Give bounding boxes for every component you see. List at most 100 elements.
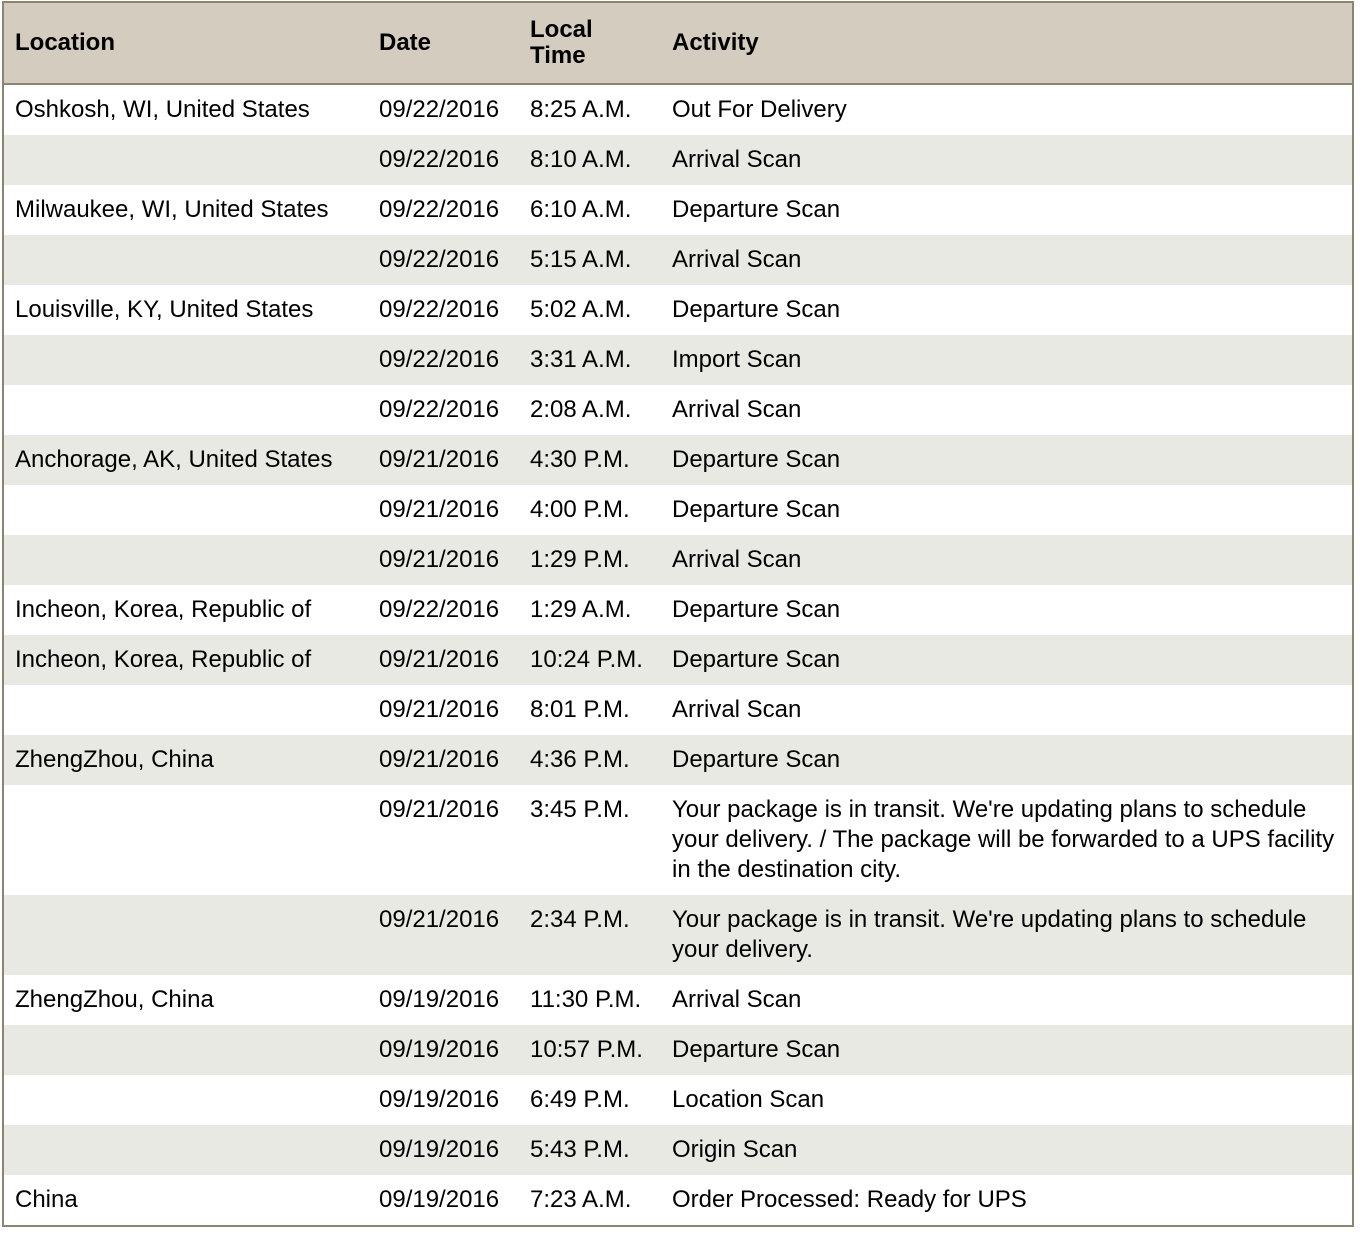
cell-date: 09/19/2016 — [368, 1075, 519, 1125]
cell-local-time: 5:02 A.M. — [519, 285, 661, 335]
cell-date: 09/21/2016 — [368, 435, 519, 485]
table-row: China 09/19/2016 7:23 A.M. Order Processed:… — [3, 1175, 1353, 1226]
header-date: Date — [368, 2, 519, 85]
cell-date: 09/19/2016 — [368, 1125, 519, 1175]
cell-local-time: 4:36 P.M. — [519, 735, 661, 785]
cell-activity: Departure Scan — [661, 485, 1353, 535]
cell-location: Incheon, Korea, Republic of — [3, 635, 368, 685]
cell-activity: Import Scan — [661, 335, 1353, 385]
cell-activity: Departure Scan — [661, 285, 1353, 335]
cell-local-time: 10:57 P.M. — [519, 1025, 661, 1075]
cell-local-time: 6:10 A.M. — [519, 185, 661, 235]
cell-date: 09/22/2016 — [368, 285, 519, 335]
cell-activity: Arrival Scan — [661, 975, 1353, 1025]
cell-local-time: 3:31 A.M. — [519, 335, 661, 385]
cell-local-time: 6:49 P.M. — [519, 1075, 661, 1125]
cell-date: 09/21/2016 — [368, 785, 519, 895]
cell-location — [3, 1025, 368, 1075]
cell-activity: Out For Delivery — [661, 84, 1353, 135]
cell-activity: Departure Scan — [661, 585, 1353, 635]
cell-activity: Origin Scan — [661, 1125, 1353, 1175]
cell-date: 09/21/2016 — [368, 535, 519, 585]
cell-location — [3, 1075, 368, 1125]
cell-date: 09/22/2016 — [368, 335, 519, 385]
cell-activity: Departure Scan — [661, 635, 1353, 685]
cell-activity: Arrival Scan — [661, 535, 1353, 585]
table-row: 09/21/2016 4:00 P.M. Departure Scan — [3, 485, 1353, 535]
cell-local-time: 7:23 A.M. — [519, 1175, 661, 1226]
cell-activity: Location Scan — [661, 1075, 1353, 1125]
cell-date: 09/19/2016 — [368, 975, 519, 1025]
cell-activity: Departure Scan — [661, 735, 1353, 785]
table-row: 09/21/2016 8:01 P.M. Arrival Scan — [3, 685, 1353, 735]
cell-location: Milwaukee, WI, United States — [3, 185, 368, 235]
cell-location — [3, 1125, 368, 1175]
cell-date: 09/21/2016 — [368, 895, 519, 975]
cell-local-time: 10:24 P.M. — [519, 635, 661, 685]
table-row: 09/19/2016 6:49 P.M. Location Scan — [3, 1075, 1353, 1125]
cell-location — [3, 135, 368, 185]
cell-local-time: 3:45 P.M. — [519, 785, 661, 895]
cell-activity: Arrival Scan — [661, 685, 1353, 735]
cell-activity: Your package is in transit. We're updati… — [661, 785, 1353, 895]
cell-local-time: 8:10 A.M. — [519, 135, 661, 185]
cell-location: Anchorage, AK, United States — [3, 435, 368, 485]
header-location: Location — [3, 2, 368, 85]
table-row: 09/21/2016 3:45 P.M. Your package is in tr… — [3, 785, 1353, 895]
table-row: Anchorage, AK, United States 09/21/2016 4:… — [3, 435, 1353, 485]
header-local-time-line1: Local — [530, 16, 593, 43]
cell-date: 09/22/2016 — [368, 135, 519, 185]
cell-date: 09/22/2016 — [368, 84, 519, 135]
cell-location — [3, 895, 368, 975]
table-row: Oshkosh, WI, United States 09/22/2016 8:25… — [3, 84, 1353, 135]
cell-activity: Arrival Scan — [661, 235, 1353, 285]
cell-local-time: 2:08 A.M. — [519, 385, 661, 435]
cell-local-time: 1:29 P.M. — [519, 535, 661, 585]
cell-date: 09/19/2016 — [368, 1175, 519, 1226]
cell-local-time: 11:30 P.M. — [519, 975, 661, 1025]
cell-activity: Departure Scan — [661, 1025, 1353, 1075]
cell-date: 09/22/2016 — [368, 235, 519, 285]
table-row: Milwaukee, WI, United States 09/22/2016 6:… — [3, 185, 1353, 235]
cell-local-time: 5:15 A.M. — [519, 235, 661, 285]
header-local-time-line2: Time — [530, 42, 586, 69]
table-row: 09/22/2016 2:08 A.M. Arrival Scan — [3, 385, 1353, 435]
cell-activity: Arrival Scan — [661, 135, 1353, 185]
cell-local-time: 4:30 P.M. — [519, 435, 661, 485]
cell-activity: Departure Scan — [661, 185, 1353, 235]
cell-location: Incheon, Korea, Republic of — [3, 585, 368, 635]
cell-date: 09/21/2016 — [368, 735, 519, 785]
cell-location — [3, 535, 368, 585]
cell-local-time: 1:29 A.M. — [519, 585, 661, 635]
table-row: 09/21/2016 2:34 P.M. Your package is in tr… — [3, 895, 1353, 975]
cell-date: 09/22/2016 — [368, 585, 519, 635]
table-row: 09/22/2016 3:31 A.M. Import Scan — [3, 335, 1353, 385]
cell-location — [3, 235, 368, 285]
cell-date: 09/21/2016 — [368, 485, 519, 535]
cell-location: Oshkosh, WI, United States — [3, 84, 368, 135]
table-row: 09/22/2016 8:10 A.M. Arrival Scan — [3, 135, 1353, 185]
cell-activity: Arrival Scan — [661, 385, 1353, 435]
table-row: Incheon, Korea, Republic of 09/21/2016 10:… — [3, 635, 1353, 685]
cell-activity: Order Processed: Ready for UPS — [661, 1175, 1353, 1226]
header-activity: Activity — [661, 2, 1353, 85]
table-body: Oshkosh, WI, United States 09/22/2016 8:25… — [3, 84, 1353, 1226]
table-row: 09/21/2016 1:29 P.M. Arrival Scan — [3, 535, 1353, 585]
cell-local-time: 5:43 P.M. — [519, 1125, 661, 1175]
table-row: ZhengZhou, China 09/21/2016 4:36 P.M. Depar… — [3, 735, 1353, 785]
table-row: Louisville, KY, United States 09/22/2016 5… — [3, 285, 1353, 335]
cell-date: 09/19/2016 — [368, 1025, 519, 1075]
cell-local-time: 2:34 P.M. — [519, 895, 661, 975]
cell-location: ZhengZhou, China — [3, 735, 368, 785]
cell-location — [3, 485, 368, 535]
cell-location — [3, 685, 368, 735]
cell-local-time: 4:00 P.M. — [519, 485, 661, 535]
cell-location: China — [3, 1175, 368, 1226]
cell-date: 09/21/2016 — [368, 635, 519, 685]
cell-location — [3, 335, 368, 385]
table-row: 09/19/2016 5:43 P.M. Origin Scan — [3, 1125, 1353, 1175]
cell-local-time: 8:01 P.M. — [519, 685, 661, 735]
table-row: 09/19/2016 10:57 P.M. Departure Scan — [3, 1025, 1353, 1075]
cell-activity: Departure Scan — [661, 435, 1353, 485]
